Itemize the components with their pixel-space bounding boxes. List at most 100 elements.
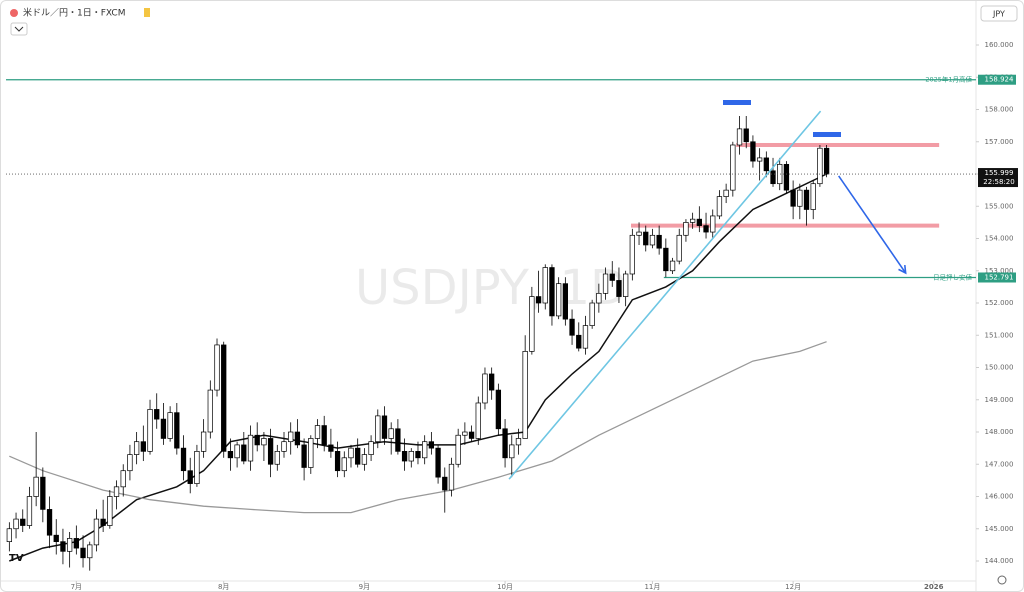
x-tick-label: 11月	[644, 583, 660, 591]
candle-body	[368, 441, 374, 455]
candle-body	[589, 302, 595, 326]
marker	[723, 100, 751, 105]
candle-body	[790, 189, 796, 207]
last-price-tag	[978, 168, 1018, 188]
candle-body	[777, 163, 783, 185]
candle-body	[703, 225, 709, 233]
candle-body	[596, 292, 602, 304]
candle-body	[294, 431, 301, 446]
candle-body	[529, 296, 535, 352]
x-tick-label: 12月	[785, 583, 801, 591]
candle-body	[797, 189, 803, 207]
resistance-zone	[631, 223, 940, 228]
last-price-label: 155.999	[985, 169, 1014, 177]
candle-body	[154, 409, 160, 420]
candle-body	[174, 412, 180, 449]
candle-body	[669, 260, 676, 272]
candle-body	[509, 444, 515, 459]
arrow-head	[898, 265, 907, 275]
y-tick-label: 152.000	[985, 299, 1014, 307]
candle-body	[442, 476, 448, 491]
candle-body	[227, 451, 234, 459]
candle-body	[328, 444, 334, 452]
y-tick-label: 147.000	[985, 460, 1014, 468]
candle-body	[522, 351, 528, 439]
y-tick-label: 154.000	[985, 235, 1014, 243]
candle-body	[120, 470, 126, 488]
y-tick-label: 145.000	[985, 525, 1014, 533]
candle-body	[26, 496, 33, 526]
candle-body	[73, 538, 79, 549]
candle-body	[87, 544, 93, 559]
candle-body	[60, 541, 66, 552]
countdown: 22:58:20	[983, 178, 1014, 186]
candle-body	[495, 389, 502, 430]
candle-body	[274, 451, 280, 465]
y-tick-label: 151.000	[985, 331, 1014, 339]
level-name: 2025年1月高値	[925, 75, 972, 84]
candle-body	[301, 444, 307, 468]
candle-body	[221, 344, 227, 452]
candle-body	[348, 447, 354, 459]
moving-average	[9, 341, 827, 514]
flag-icon	[10, 9, 18, 17]
candle-body	[502, 428, 508, 459]
y-tick-label: 155.000	[985, 202, 1014, 210]
candle-body	[53, 534, 59, 543]
y-tick-label: 149.000	[985, 396, 1014, 404]
candle-body	[803, 189, 810, 210]
settings-icon[interactable]	[997, 575, 1007, 585]
candle-body	[46, 509, 53, 536]
candle-body	[33, 476, 39, 497]
candle-body	[355, 447, 361, 465]
y-tick-label: 144.000	[985, 557, 1014, 565]
candle-body	[556, 283, 562, 317]
candle-body	[422, 441, 428, 459]
candle-body	[676, 234, 682, 262]
candle-body	[542, 267, 548, 304]
y-tick-label: 148.000	[985, 428, 1014, 436]
candle-body	[234, 444, 240, 459]
candle-body	[683, 222, 689, 236]
candle-body	[40, 476, 46, 510]
plot	[6, 79, 976, 571]
symbol-title[interactable]: 米ドル／円・1日・FXCM	[23, 7, 125, 19]
candle-body	[288, 431, 294, 443]
candle-body	[187, 470, 193, 484]
candle-body	[636, 231, 642, 236]
candle-body	[334, 451, 341, 472]
candle-body	[482, 373, 488, 404]
candle-body	[750, 141, 756, 162]
candle-body	[602, 273, 609, 294]
level-name: 日足押し安値	[933, 273, 973, 282]
y-tick-label: 150.000	[985, 364, 1014, 372]
candle-body	[656, 234, 662, 249]
resistance-zone	[736, 142, 940, 147]
candle-body	[254, 434, 260, 446]
candle-body	[13, 518, 19, 530]
candle-body	[194, 451, 200, 484]
candle-body	[468, 431, 475, 439]
candle-body	[428, 441, 435, 449]
candle-body	[207, 389, 213, 433]
currency-button[interactable]	[980, 5, 1018, 22]
candle-body	[167, 412, 173, 439]
x-tick-label: 7月	[71, 583, 82, 591]
trendline	[838, 175, 907, 274]
candle-body	[562, 283, 569, 320]
candle-body	[100, 518, 106, 526]
flag	[144, 8, 150, 17]
moving-average	[9, 173, 827, 562]
watermark: USDJPY, 1D	[355, 260, 627, 316]
collapse-button[interactable]	[10, 22, 28, 36]
candle-body	[810, 183, 816, 210]
candle-body	[736, 128, 743, 146]
level-value: 152.791	[985, 274, 1014, 282]
candle-body	[569, 318, 575, 336]
candle-body	[455, 434, 461, 465]
x-tick-label: 9月	[359, 583, 370, 591]
candle-body	[6, 528, 12, 543]
candle-body	[462, 431, 468, 436]
